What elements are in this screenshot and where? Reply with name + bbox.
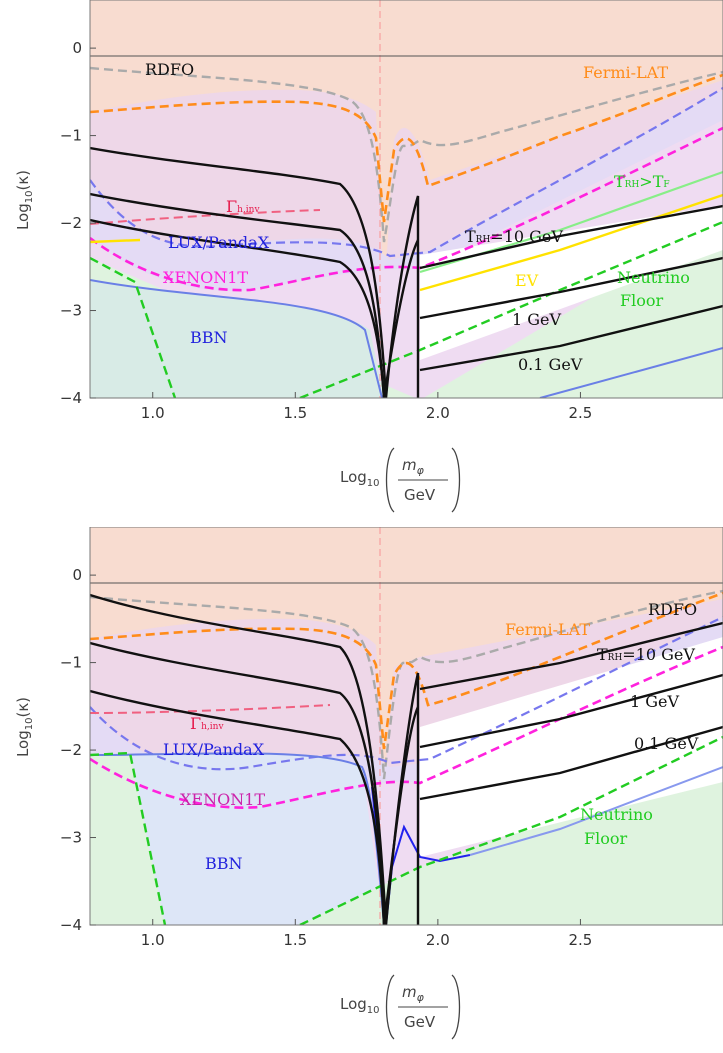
trh-10-gev-line (419, 204, 723, 270)
neutrino-floor-label-2: Floor (584, 829, 627, 848)
xenon1t-dashed-line (90, 126, 723, 292)
x-axis-top: 1.0 1.5 2.0 2.5 (141, 392, 593, 422)
y-tick-label: −1 (60, 654, 82, 672)
trh-01-gev-line (419, 304, 723, 372)
one-gev-label: 1 GeV (512, 310, 562, 329)
one-gev-label: 1 GeV (630, 692, 680, 711)
x-tick-label: 1.0 (141, 931, 165, 949)
x-tick-label: 1.5 (283, 931, 307, 949)
trh-1-gev-line (419, 673, 723, 749)
rdfo-dashed-line (90, 66, 723, 243)
trh-10-gev-line (419, 621, 723, 691)
trh-01-gev-line (419, 725, 723, 801)
x-tick-label: 2.0 (426, 931, 450, 949)
neutrino-floor-dashed-line (90, 220, 723, 398)
black-curve-2 (90, 641, 420, 925)
lux-pandax-label: LUX/PandaX (163, 740, 265, 759)
rdfo-label: RDFO (648, 600, 697, 619)
plot-frame (89, 0, 723, 399)
y-tick-label: 0 (72, 39, 82, 57)
y-tick-label: −2 (60, 741, 82, 759)
svg-text:GeV: GeV (404, 486, 436, 504)
x-tick-label: 2.5 (569, 404, 593, 422)
white-allowed-region (420, 205, 723, 360)
white-allowed-region (420, 637, 723, 857)
black-curve-3 (90, 689, 386, 925)
lux-pandax-dashed-line (90, 616, 723, 771)
svg-text:Log10(κ): Log10(κ) (14, 697, 35, 757)
neutrino-floor-label-2: Floor (620, 291, 663, 310)
black-curve-2 (90, 192, 420, 398)
fermi-lat-label: Fermi-LAT (583, 63, 668, 82)
svg-text:Log10: Log10 (340, 995, 380, 1016)
svg-text:Log10: Log10 (340, 468, 380, 489)
bbn-continuation-line (469, 766, 723, 856)
x-tick-label: 1.0 (141, 404, 165, 422)
y-tick-label: 0 (72, 566, 82, 584)
rdfo-label: RDFO (145, 60, 194, 79)
y-tick-label: −1 (60, 127, 82, 145)
neutrino-floor-label-1: Neutrino (617, 268, 690, 287)
svg-text:GeV: GeV (404, 1013, 436, 1031)
x-axis-label-top: Log10 mφ GeV (340, 447, 461, 513)
chart-top: RDFO Fermi-LAT Γh,inv LUX/PandaX XENON1T… (14, 0, 723, 513)
trh-10-gev-label: TRH=10 GeV (465, 227, 563, 246)
bbn-label: BBN (190, 328, 228, 347)
x-tick-label: 1.5 (283, 404, 307, 422)
y-tick-label: −3 (60, 829, 82, 847)
y-tick-label: −4 (60, 389, 82, 407)
fermi-lat-dashed-line (90, 73, 723, 223)
ev-label: EV (515, 271, 539, 290)
xenon1t-dashed-line (90, 645, 723, 809)
neutrino-floor-dashed-line (90, 735, 723, 925)
trh-gt-tf-label: TRH>TF (614, 172, 670, 191)
trh-10-gev-label: TRH=10 GeV (597, 645, 695, 664)
y-tick-label: −4 (60, 916, 82, 934)
neutrino-floor-label-1: Neutrino (580, 805, 653, 824)
gamma-hinv-dashed-line (90, 209, 321, 225)
svg-text:mφ: mφ (402, 456, 425, 477)
neutrino-region (90, 737, 723, 925)
x-axis-bottom: 1.0 1.5 2.0 2.5 (141, 919, 593, 949)
gamma-hinv-dashed-line (90, 704, 331, 714)
xenon1t-label: XENON1T (180, 790, 265, 809)
ev-yellow-line (90, 193, 723, 292)
y-axis-top: 0 −1 −2 −3 −4 (60, 39, 96, 407)
svg-text:mφ: mφ (402, 983, 425, 1004)
bbn-label: BBN (205, 854, 243, 873)
y-axis-label-top: Log10(κ) (14, 170, 35, 230)
y-tick-label: −2 (60, 214, 82, 232)
x-tick-label: 2.5 (569, 931, 593, 949)
black-curve-3 (90, 218, 386, 398)
x-axis-label-bottom: Log10 mφ GeV (340, 974, 461, 1040)
chart-bottom: RDFO Fermi-LAT TRH=10 GeV 1 GeV 0.1 GeV … (14, 527, 723, 1040)
y-axis-label-bottom: Log10(κ) (14, 697, 35, 757)
point-one-gev-label: 0.1 GeV (634, 734, 699, 753)
svg-text:Log10(κ): Log10(κ) (14, 170, 35, 230)
gamma-hinv-label: Γh,inv (226, 197, 260, 216)
xenon1t-label: XENON1T (163, 268, 248, 287)
plot-frame (89, 527, 723, 926)
fermi-lat-label: Fermi-LAT (505, 620, 590, 639)
gamma-hinv-label: Γh,inv (190, 714, 224, 733)
y-tick-label: −3 (60, 302, 82, 320)
lux-pandax-label: LUX/PandaX (168, 233, 270, 252)
y-axis-bottom: 0 −1 −2 −3 −4 (60, 566, 96, 934)
point-one-gev-label: 0.1 GeV (518, 355, 583, 374)
rdfo-dashed-line (90, 589, 723, 780)
fermi-lat-dashed-line (90, 591, 723, 750)
lux-pandax-dashed-line (90, 87, 723, 258)
bbn-continuation-line (539, 347, 723, 398)
x-tick-label: 2.0 (426, 404, 450, 422)
trh-1-gev-line (419, 256, 723, 320)
